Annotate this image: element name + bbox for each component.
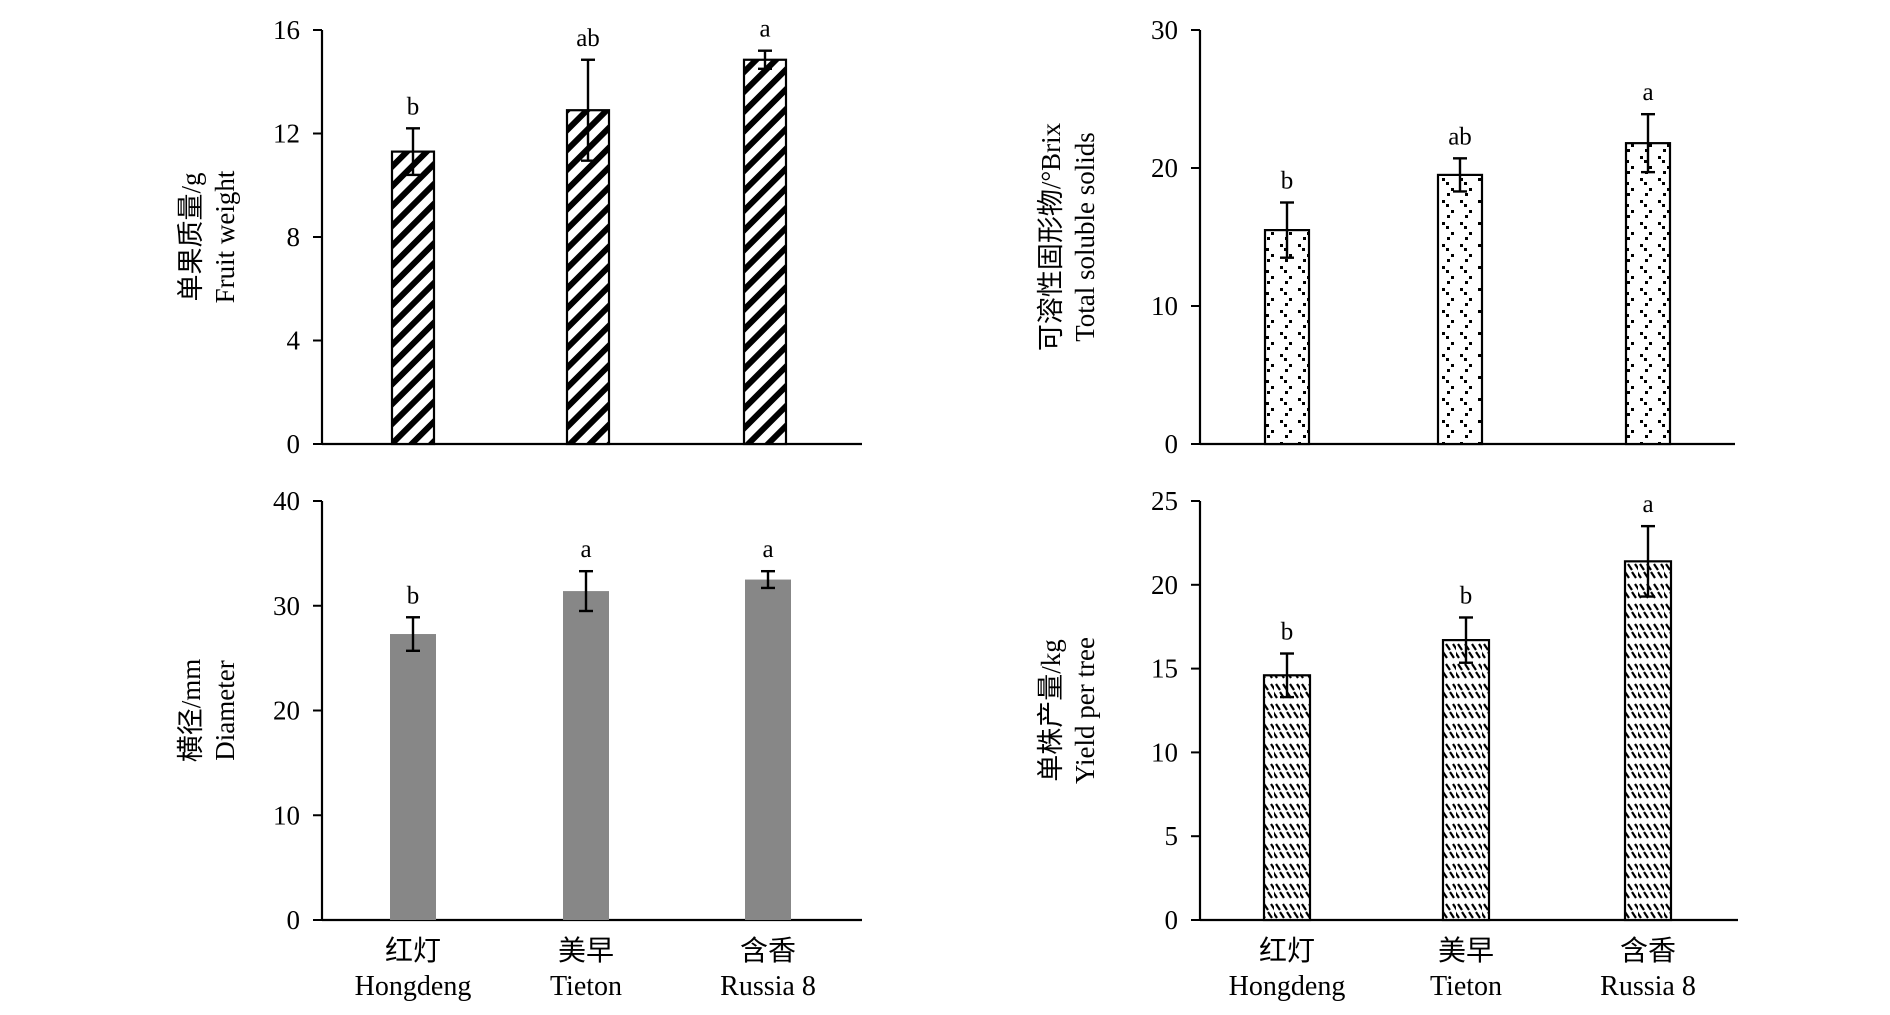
significance-label: b [407,582,420,609]
y-axis-title: 单果质量/g Fruit weight [176,170,240,303]
bar [390,150,436,446]
y-tick-label: 20 [1151,153,1178,183]
y-tick-label: 40 [273,486,300,516]
category-label-en: Tieton [1430,971,1502,1002]
y-tick-label: 30 [273,591,300,621]
y-tick-label: 20 [273,696,300,726]
y-axis-title-line: 横径/mm [176,659,206,763]
significance-label: a [759,16,770,43]
bar [1441,639,1491,922]
bar [1263,229,1311,446]
chart-panel-2: 0 10 20 30 可溶性固形物/°Brix Total soluble solids b… [1036,15,1735,459]
significance-label: a [580,536,591,563]
y-tick-label: 4 [287,326,301,356]
y-tick-label: 0 [1165,429,1179,459]
category-label-cn: 红灯 [385,935,441,967]
category-label-cn: 红灯 [1259,935,1315,967]
y-tick-label: 16 [273,15,300,45]
y-tick-label: 0 [287,429,301,459]
bar [563,591,609,920]
significance-label: ab [1448,123,1472,150]
significance-label: a [1642,491,1653,518]
category-label-en: Hongdeng [1229,971,1346,1002]
chart-panel-3: 0 10 20 30 40 横径/mm Diameter b 红灯 Hongdeng a 美早 Tiet… [176,486,862,1002]
y-axis-title-line: 单株产量/kg [1036,639,1066,782]
bar [1262,674,1312,922]
bar [1624,142,1672,446]
y-axis-title-line: Total soluble solids [1070,132,1100,342]
y-tick-label: 10 [273,800,300,830]
y-tick-label: 15 [1151,654,1178,684]
bar [742,58,788,446]
bar [390,634,436,920]
significance-label: b [1281,619,1294,646]
y-axis-title-line: 单果质量/g [176,172,206,301]
y-tick-label: 20 [1151,570,1178,600]
category-label-en: Hongdeng [355,971,472,1002]
bar [1436,173,1484,446]
significance-label: a [762,536,773,563]
y-tick-label: 10 [1151,737,1178,767]
y-tick-label: 12 [273,119,300,149]
category-label-en: Tieton [550,971,622,1002]
category-label-en: Russia 8 [720,971,816,1002]
chart-panel-4: 0 5 10 15 20 25 单株产量/kg Yield per tree b 红灯 Hongde… [1036,486,1738,1002]
y-tick-label: 25 [1151,486,1178,516]
y-tick-label: 0 [1165,905,1179,935]
y-tick-label: 0 [287,905,301,935]
significance-label: b [1460,582,1473,609]
y-axis-title: 可溶性固形物/°Brix Total soluble solids [1036,122,1100,351]
y-axis-title-line: 可溶性固形物/°Brix [1036,122,1066,351]
y-tick-label: 5 [1165,821,1179,851]
y-axis-title-line: Diameter [210,660,240,760]
significance-label: b [1281,168,1294,195]
category-label-cn: 含香 [1620,935,1676,967]
category-label-cn: 美早 [1438,935,1494,967]
y-axis-title-line: Fruit weight [210,170,240,303]
y-axis-title: 横径/mm Diameter [176,659,240,763]
significance-label: ab [576,25,600,52]
significance-label: b [407,93,420,120]
y-tick-label: 10 [1151,291,1178,321]
y-tick-label: 8 [287,222,301,252]
bar [1623,560,1673,922]
bar [745,579,791,920]
significance-label: a [1642,79,1653,106]
chart-panel-1: 0 4 8 12 16 单果质量/g Fruit weight b ab a [176,15,862,459]
category-label-cn: 含香 [740,935,796,967]
category-label-en: Russia 8 [1600,971,1696,1002]
y-tick-label: 30 [1151,15,1178,45]
y-axis-title: 单株产量/kg Yield per tree [1036,637,1100,784]
category-label-cn: 美早 [558,935,614,967]
y-axis-title-line: Yield per tree [1070,637,1100,784]
